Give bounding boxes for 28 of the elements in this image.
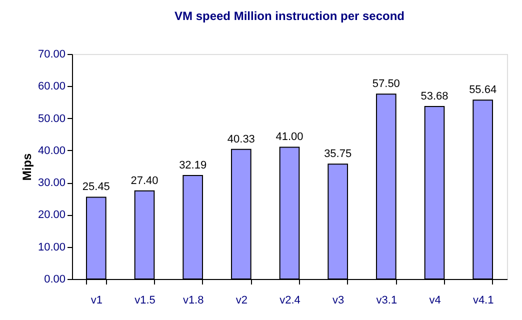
data-label: 41.00 (276, 131, 304, 144)
x-tick-label: v4.1 (472, 294, 494, 306)
y-tick-label: 40.00 (38, 144, 66, 157)
y-tick-label: 50.00 (38, 112, 66, 125)
y-axis-title: Mips (20, 153, 34, 181)
x-tick-label: v1 (90, 294, 102, 306)
x-tick-label: v3.1 (376, 294, 398, 306)
x-tick-label: v3 (332, 294, 344, 306)
data-label: 32.19 (179, 160, 207, 172)
data-label: 55.64 (469, 84, 497, 96)
x-tick-label: v1.5 (134, 294, 156, 306)
y-tick-label: 20.00 (38, 209, 66, 222)
x-tick-label: v1.8 (182, 294, 204, 306)
y-tick-label: 0.00 (44, 274, 66, 286)
data-label: 53.68 (420, 90, 448, 102)
data-label: 40.33 (227, 133, 255, 146)
data-label: 35.75 (324, 148, 352, 160)
data-label: 27.40 (130, 174, 158, 187)
chart-title: VM speed Million instruction per second (174, 9, 405, 23)
y-tick-label: 10.00 (38, 241, 66, 254)
x-tick-label: v4 (429, 294, 441, 306)
y-tick-label: 30.00 (38, 177, 66, 190)
data-label: 25.45 (82, 181, 110, 194)
y-tick-label: 60.00 (38, 80, 66, 93)
y-tick-label: 70.00 (38, 48, 66, 60)
x-tick-label: v2.4 (280, 294, 300, 306)
x-tick-label: v2 (236, 294, 248, 306)
data-label: 57.50 (372, 78, 400, 90)
